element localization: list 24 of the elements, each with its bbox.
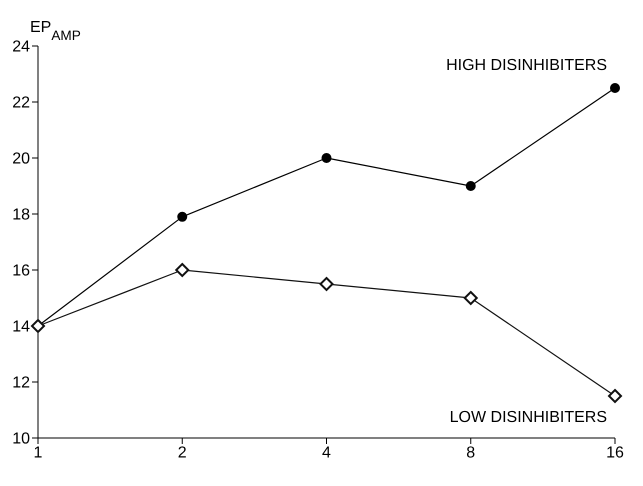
y-tick-label: 24: [12, 38, 30, 56]
x-tick-label: 2: [178, 444, 187, 462]
y-tick-label: 20: [12, 150, 30, 168]
point: [322, 153, 332, 163]
x-tick-label: 8: [466, 444, 476, 462]
y-tick-label: 22: [12, 94, 30, 112]
y-axis-title: EP$_{AMP}$: [30, 19, 81, 42]
point: [177, 212, 188, 222]
series-label: HIGH DISINHIBITERS: [446, 57, 607, 74]
x-tick-label: 16: [606, 444, 624, 462]
y-tick-label: 10: [12, 430, 30, 448]
point: [610, 83, 620, 93]
point: [464, 291, 478, 305]
point: [608, 389, 622, 403]
y-tick-label: 18: [12, 206, 30, 224]
point: [320, 277, 334, 291]
y-tick-label: 14: [12, 318, 30, 336]
y-tick-label: 16: [12, 262, 30, 280]
series-label: LOW DISINHIBITERS: [450, 409, 607, 426]
y-tick-label: 12: [12, 374, 30, 392]
x-tick-label: 4: [322, 444, 332, 462]
point: [466, 181, 476, 191]
x-tick-label: 1: [34, 444, 43, 462]
point: [175, 263, 190, 277]
